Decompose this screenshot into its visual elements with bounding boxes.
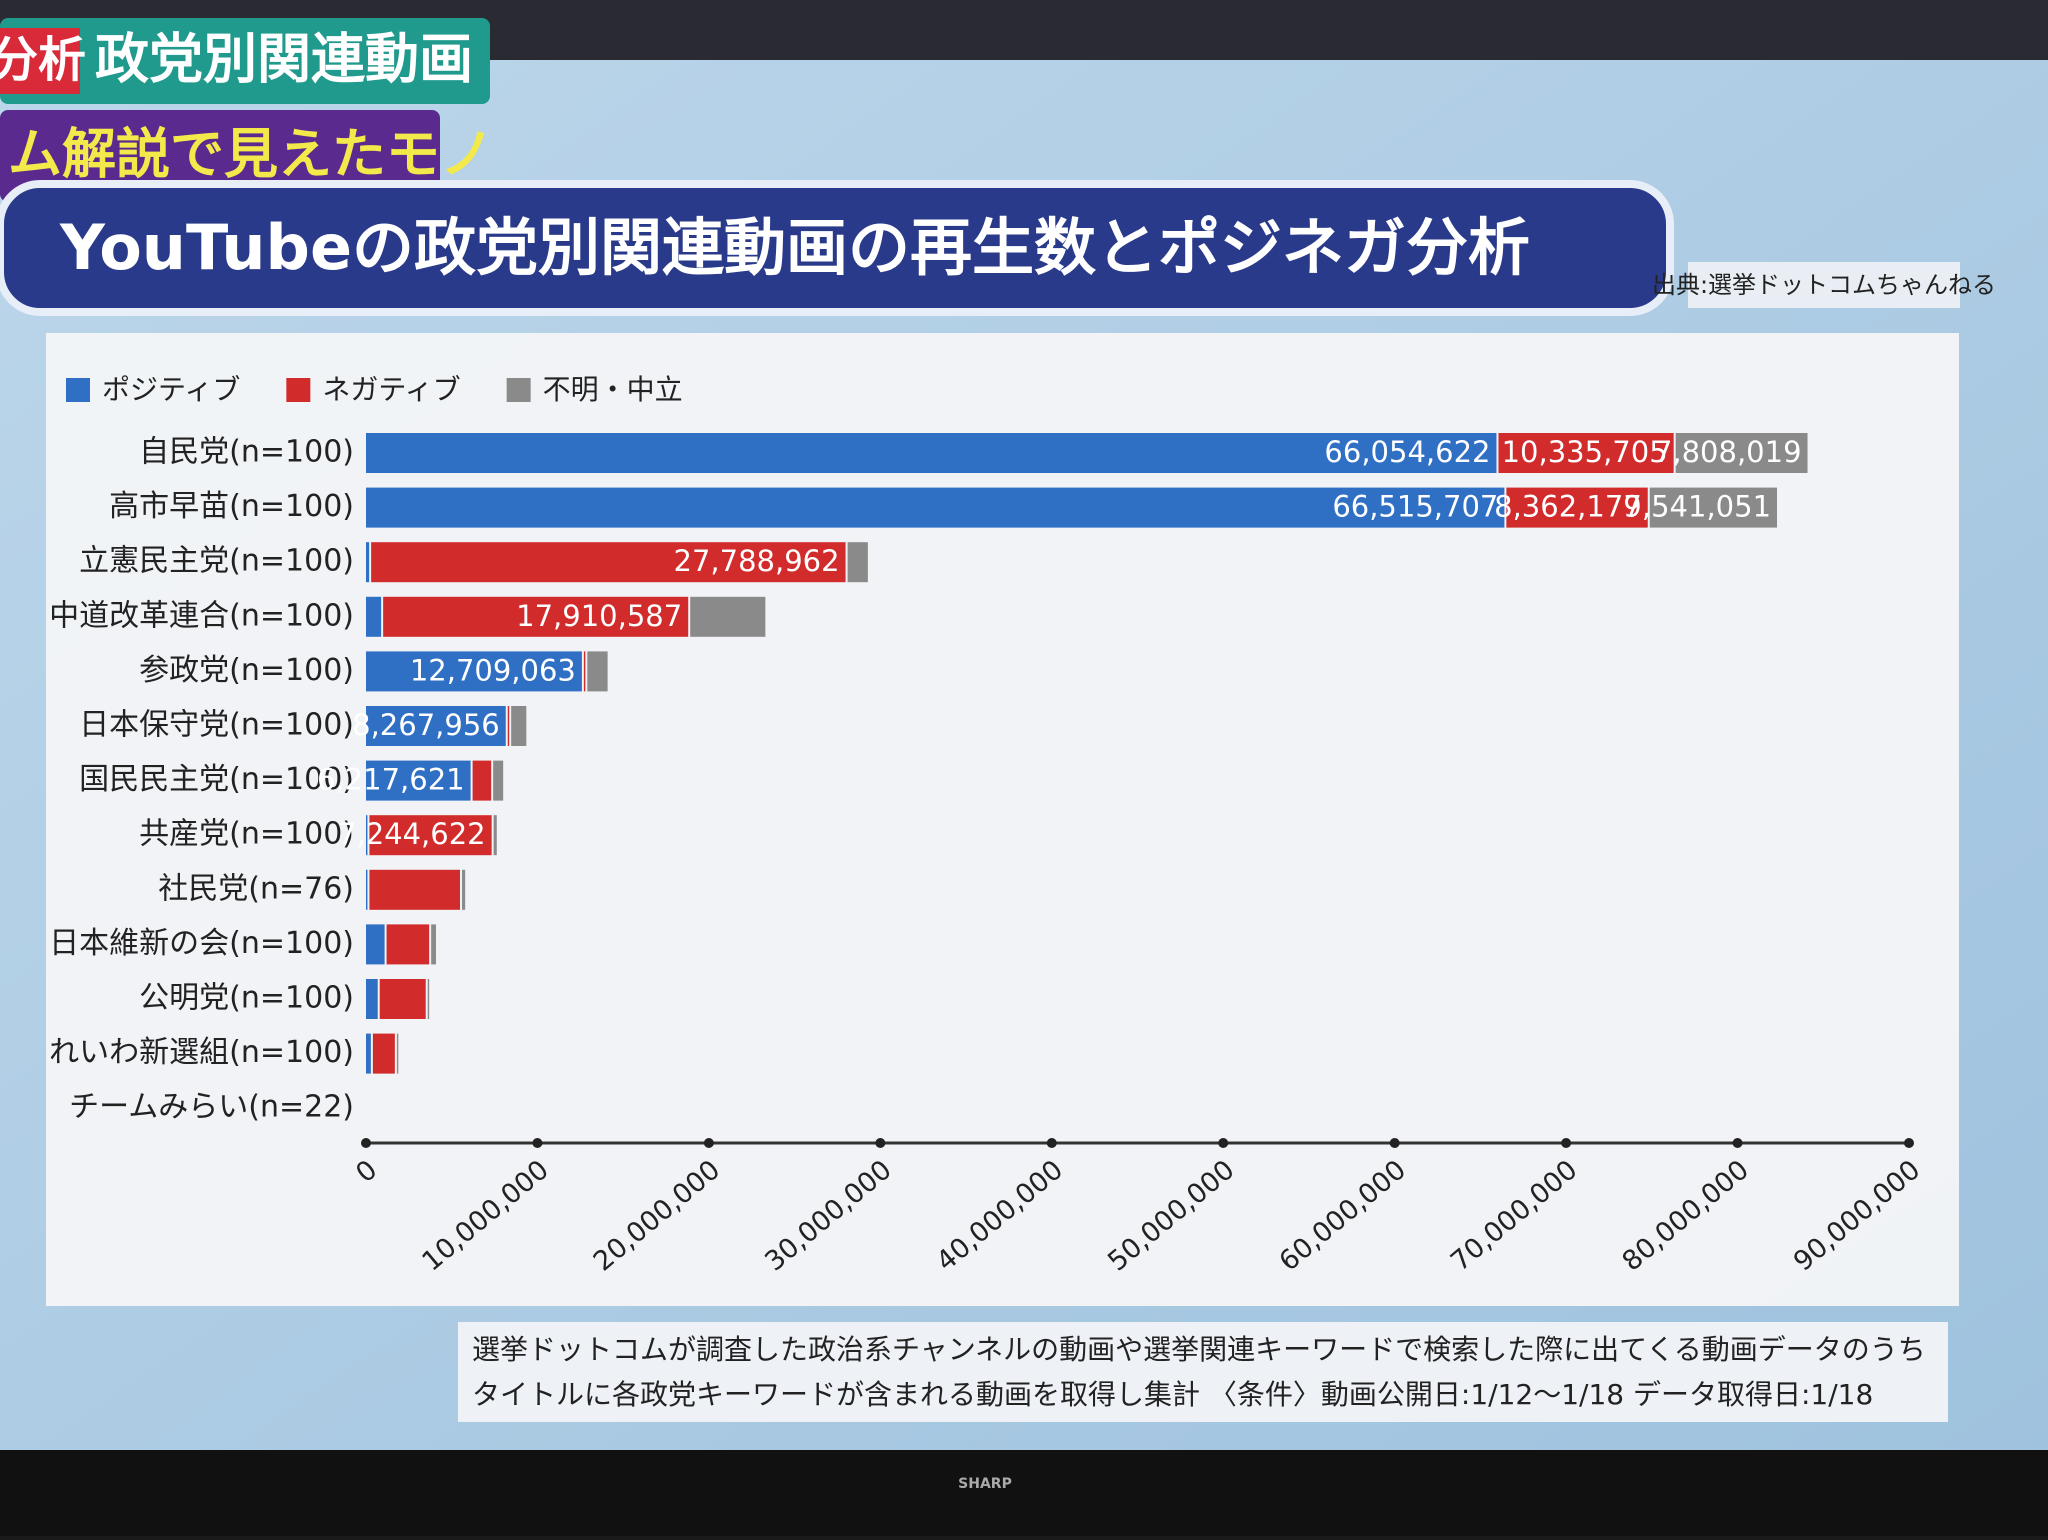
tv-bezel	[0, 1450, 2048, 1536]
x-tick	[1561, 1138, 1572, 1148]
value-label: 8,362,179	[1494, 490, 1642, 524]
value-label: 17,910,587	[516, 599, 682, 633]
bar-segment	[366, 815, 368, 856]
bar-segment	[366, 1033, 371, 1074]
x-tick	[361, 1138, 371, 1148]
bar-segment	[369, 869, 461, 910]
brand: SHARP	[958, 1476, 1012, 1492]
y-tick-label: 日本維新の会(n=100)	[49, 926, 354, 961]
bar-segment	[493, 760, 504, 801]
bar-segment	[366, 542, 370, 583]
x-tick	[1732, 1138, 1743, 1148]
bar-segment	[396, 1033, 399, 1074]
bar-segment	[383, 596, 689, 637]
bar-segment	[366, 760, 471, 801]
value-label: 12,709,063	[410, 653, 576, 687]
value-label: 10,335,705	[1502, 435, 1668, 469]
y-tick-label: 社民党(n=76)	[158, 871, 354, 906]
bar-segment	[366, 487, 1505, 528]
bar-segment	[366, 869, 368, 910]
value-label: 27,788,962	[674, 544, 840, 578]
bar-segment	[366, 924, 385, 965]
bar-segment	[379, 979, 426, 1019]
bar-segment	[371, 542, 846, 583]
bar-segment	[1498, 433, 1674, 473]
y-tick-label: れいわ新選組(n=100)	[49, 1035, 354, 1070]
header-label: ム解説で見えたモノ	[8, 123, 494, 186]
y-tick-label: 自民党(n=100)	[139, 435, 354, 470]
bar-segment	[507, 706, 510, 746]
x-tick	[1046, 1138, 1057, 1148]
bar-segment	[583, 651, 586, 692]
x-tick	[532, 1138, 543, 1148]
bar-segment	[366, 596, 382, 637]
x-tick	[1389, 1138, 1400, 1148]
header-tag	[0, 110, 440, 202]
y-tick-label: 立憲民主党(n=100)	[79, 544, 354, 579]
bar-segment	[372, 1033, 395, 1074]
value-label: 7,244,622	[338, 817, 486, 851]
x-tick	[875, 1138, 886, 1148]
bar-segment	[462, 869, 466, 910]
value-label: 7,541,051	[1623, 490, 1771, 524]
chart-title: YouTubeの政党別関連動画の再生数とポジネガ分析	[59, 211, 1530, 284]
legend-label: ネガティブ	[322, 373, 460, 406]
value-label: 66,054,622	[1324, 435, 1490, 469]
legend-label: 不明・中立	[543, 373, 683, 406]
y-tick-label: 中道改革連合(n=100)	[49, 598, 354, 633]
bar-segment	[1506, 487, 1648, 528]
note: 選挙ドットコムが調査した政治系チャンネルの動画や選挙関連キーワードで検索した際に…	[472, 1333, 1926, 1366]
title-banner	[0, 180, 1674, 316]
bar-segment	[366, 706, 506, 746]
bar-segment	[690, 596, 766, 637]
bar-segment	[366, 433, 1497, 473]
y-tick-label: 国民民主党(n=100)	[79, 762, 354, 797]
y-tick-label: 高市早苗(n=100)	[109, 489, 354, 524]
bar-segment	[369, 815, 492, 856]
header-tag-accent	[0, 28, 80, 94]
y-tick-label: 参政党(n=100)	[139, 653, 354, 688]
legend-swatch	[286, 378, 311, 402]
x-tick	[703, 1138, 714, 1148]
bar-segment	[366, 979, 378, 1019]
bar-segment	[427, 979, 430, 1019]
bar-segment	[511, 706, 527, 746]
note: タイトルに各政党キーワードが含まれる動画を取得し集計 〈条件〉動画公開日:1/1…	[472, 1378, 1873, 1411]
value-label: 6,217,621	[317, 763, 465, 797]
header-tag	[0, 18, 490, 104]
value-label: 66,515,707	[1332, 490, 1498, 524]
value-label: 8,267,956	[352, 708, 500, 742]
source: 出典:選挙ドットコムちゃんねる	[1652, 271, 1996, 299]
bar-segment	[366, 651, 582, 692]
y-tick-label: 公明党(n=100)	[139, 981, 354, 1016]
note-box	[458, 1322, 1948, 1422]
bar-segment	[386, 924, 430, 965]
y-tick-label: チームみらい(n=22)	[69, 1090, 354, 1125]
legend-label: ポジティブ	[102, 373, 240, 406]
header-label: 政党別関連動画	[95, 28, 473, 91]
legend-swatch	[506, 378, 531, 402]
bar-segment	[587, 651, 608, 692]
source-box	[1688, 262, 1960, 308]
y-tick-label: 共産党(n=100)	[139, 817, 354, 852]
bar-segment	[1675, 433, 1808, 473]
x-tick	[1218, 1138, 1229, 1148]
value-label: 7,808,019	[1654, 435, 1802, 469]
bar-segment	[1649, 487, 1778, 528]
bar-segment	[847, 542, 868, 583]
y-tick-label: 日本保守党(n=100)	[79, 708, 354, 743]
x-tick	[1904, 1138, 1914, 1148]
bar-segment	[472, 760, 492, 801]
header-label: 分析	[0, 32, 86, 88]
bar-segment	[493, 815, 497, 856]
legend-swatch	[66, 378, 90, 402]
bar-segment	[431, 924, 437, 965]
